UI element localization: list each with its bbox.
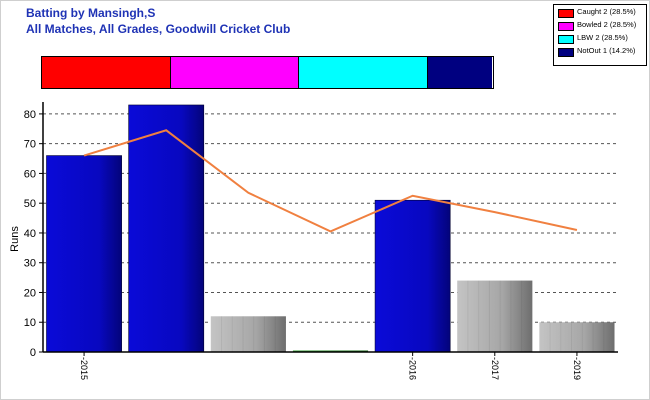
- trend-line: [83, 129, 578, 233]
- chart-title: Batting by Mansingh,S: [26, 6, 156, 20]
- axes: 0 10 20 30 40 50 60 70 80 -2015 -2016 -2017 -2019: [24, 102, 618, 380]
- legend-item-bowled: Bowled 2 (28.5%): [558, 20, 646, 32]
- bar: [46, 155, 122, 353]
- legend: Caught 2 (28.5%) Bowled 2 (28.5%) LBW 2 …: [553, 4, 647, 66]
- dismissal-segment-lbw: [299, 57, 429, 88]
- bar: [457, 280, 533, 352]
- y-tick-label: 10: [24, 317, 36, 329]
- x-tick-label: -2016: [408, 357, 418, 380]
- legend-label: LBW 2 (28.5%): [577, 33, 628, 42]
- legend-item-caught: Caught 2 (28.5%): [558, 7, 646, 19]
- y-tick-label: 0: [30, 347, 36, 359]
- y-tick-label: 70: [24, 139, 36, 151]
- legend-label: NotOut 1 (14.2%): [577, 46, 636, 55]
- legend-label: Caught 2 (28.5%): [577, 7, 636, 16]
- legend-swatch: [558, 48, 574, 57]
- bars: [46, 104, 615, 353]
- y-tick-label: 50: [24, 198, 36, 210]
- dismissal-segment-notout: [428, 57, 492, 88]
- trend-line-path: [83, 129, 578, 233]
- legend-item-lbw: LBW 2 (28.5%): [558, 33, 646, 45]
- legend-label: Bowled 2 (28.5%): [577, 20, 637, 29]
- legend-swatch: [558, 22, 574, 31]
- legend-item-notout: NotOut 1 (14.2%): [558, 46, 646, 58]
- y-tick-label: 60: [24, 168, 36, 180]
- bar: [128, 104, 205, 353]
- y-axis-title: Runs: [9, 226, 21, 252]
- x-tick-label: -2019: [572, 357, 582, 380]
- y-tick-label: 80: [24, 109, 36, 121]
- legend-swatch: [558, 9, 574, 18]
- y-tick-label: 30: [24, 258, 36, 270]
- chart-subtitle: All Matches, All Grades, Goodwill Cricke…: [26, 22, 291, 36]
- dismissal-breakdown-bar: [41, 56, 494, 89]
- bar: [539, 322, 615, 352]
- x-tick-label: -2017: [490, 357, 500, 380]
- bar: [374, 199, 451, 353]
- dismissal-segment-bowled: [170, 57, 300, 88]
- bar: [210, 316, 286, 352]
- y-tick-label: 40: [24, 228, 36, 240]
- legend-swatch: [558, 35, 574, 44]
- x-tick-label: -2015: [79, 357, 89, 380]
- dismissal-segment-caught: [42, 57, 171, 88]
- y-tick-label: 20: [24, 287, 36, 299]
